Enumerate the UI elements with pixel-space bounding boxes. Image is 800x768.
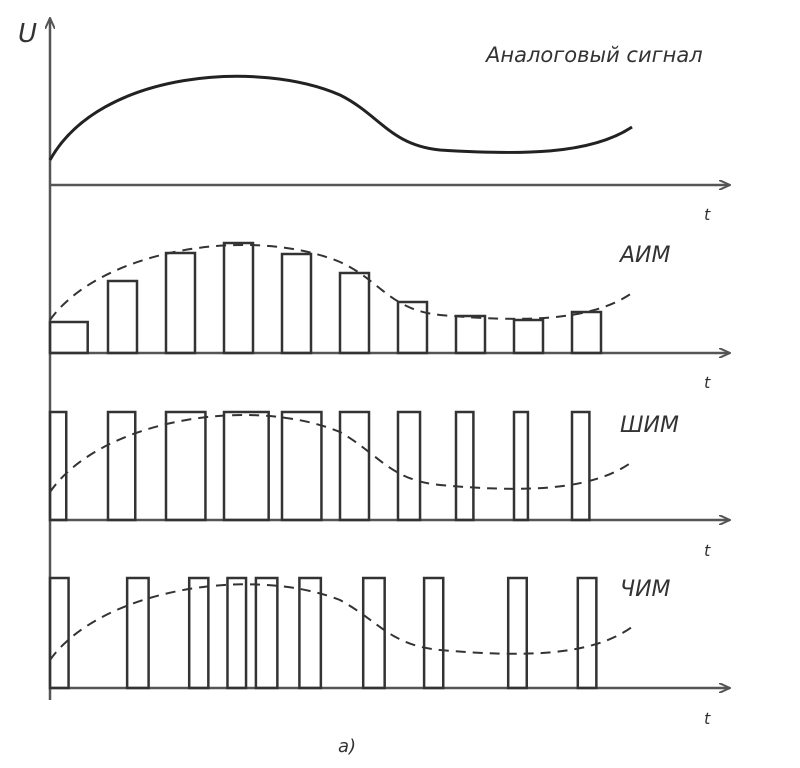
chim-pulse-7 (361, 576, 386, 690)
aim-pulse-9 (512, 318, 545, 355)
panel-label-analog: Аналоговый сигнал (484, 43, 703, 67)
chim-pulse-6 (298, 576, 323, 690)
shim-pulse-10 (570, 410, 591, 522)
chim-pulse-10 (576, 576, 598, 690)
chim-pulse-2 (125, 576, 150, 690)
shim-pulse-4 (222, 410, 270, 522)
time-label-analog: t (704, 205, 711, 224)
chim-pulses (48, 576, 598, 690)
aim-pulse-1 (48, 320, 89, 355)
chim-pulse-5 (254, 576, 279, 690)
aim-pulse-10 (570, 310, 603, 355)
aim-pulses (48, 241, 603, 355)
shim-pulse-3 (164, 410, 207, 522)
aim-pulse-3 (164, 251, 197, 355)
time-label-chim: t (704, 709, 711, 728)
chim-pulse-9 (506, 576, 529, 690)
shim-pulses (48, 410, 591, 522)
shim-pulse-8 (454, 410, 475, 522)
panel-label-chim: ЧИМ (620, 577, 671, 602)
chim-pulse-8 (422, 576, 445, 690)
aim-pulse-7 (396, 300, 429, 355)
panel-label-shim: ШИМ (620, 413, 679, 438)
aim-pulse-2 (106, 279, 139, 355)
chim-pulse-4 (226, 576, 248, 690)
aim-pulse-4 (222, 241, 255, 355)
shim-pulse-9 (512, 410, 530, 522)
shim-pulse-2 (106, 410, 137, 522)
shim-pulse-7 (396, 410, 422, 522)
chim-pulse-1 (48, 576, 70, 690)
time-label-aim: t (704, 373, 711, 392)
shim-envelope-dashed (49, 414, 633, 493)
shim-pulse-6 (338, 410, 371, 522)
shim-pulse-5 (280, 410, 323, 522)
panel-label-aim: АИМ (618, 243, 671, 268)
chim-pulse-3 (187, 576, 210, 690)
aim-envelope-dashed (49, 243, 633, 321)
shim-pulse-1 (48, 410, 68, 522)
aim-pulse-8 (454, 314, 487, 355)
analog-signal-curve (48, 74, 633, 161)
aim-pulse-6 (338, 271, 371, 355)
y-axis-label: U (18, 19, 37, 49)
aim-pulse-5 (280, 252, 313, 355)
time-label-shim: t (704, 541, 711, 560)
figure-caption: а) (338, 736, 356, 757)
chim-envelope-dashed (49, 583, 633, 661)
